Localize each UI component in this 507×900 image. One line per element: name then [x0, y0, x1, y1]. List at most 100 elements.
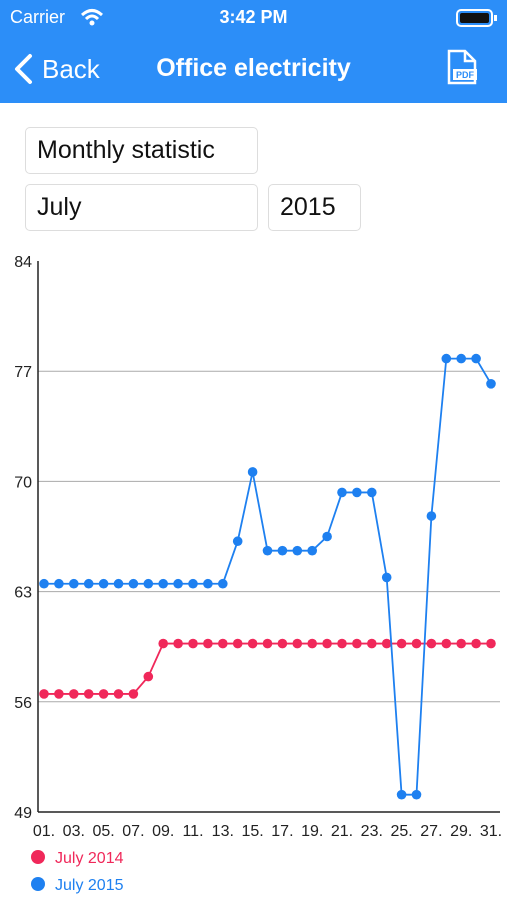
data-point	[247, 638, 258, 649]
data-point	[307, 545, 318, 556]
chevron	[15, 54, 32, 84]
data-point	[396, 638, 407, 649]
data-point	[203, 578, 213, 589]
y-tick-label: 70	[14, 474, 32, 491]
carrier: Carrier	[10, 7, 66, 27]
y-tick-label: 84	[14, 254, 32, 271]
data-point	[292, 638, 303, 649]
data-point	[352, 638, 362, 649]
data-point	[39, 578, 49, 589]
data-point	[262, 638, 273, 649]
data-point	[218, 578, 228, 589]
pdf-button[interactable]: PDF	[446, 49, 478, 85]
data-point	[54, 578, 64, 589]
data-point	[247, 467, 258, 477]
data-point	[232, 638, 243, 649]
x-tick-label: 07.	[122, 823, 144, 840]
data-point	[218, 638, 228, 649]
data-point	[471, 638, 481, 649]
data-point	[411, 789, 422, 800]
data-point	[203, 638, 213, 649]
data-point	[367, 638, 377, 649]
data-point	[158, 638, 168, 649]
data-point	[486, 378, 496, 389]
data-point	[83, 689, 94, 699]
nav-bar: Carrier 3:42 PM Back Office electricity …	[0, 0, 507, 103]
data-point	[277, 545, 288, 556]
x-tick-label: 05.	[92, 823, 114, 840]
data-point	[98, 689, 109, 699]
x-tick-label: 19.	[301, 823, 323, 840]
data-point	[441, 638, 452, 649]
x-tick-label: 21.	[331, 823, 353, 840]
data-point	[39, 689, 49, 699]
data-point	[367, 487, 377, 498]
data-point	[188, 578, 198, 589]
data-point	[188, 638, 198, 649]
x-tick-label: 31.	[480, 823, 502, 840]
data-point	[69, 689, 79, 699]
data-point	[322, 531, 332, 542]
data-point	[352, 487, 362, 498]
data-point	[98, 578, 109, 589]
y-tick-label: 63	[14, 585, 32, 602]
nav-title: Office electricity	[156, 54, 351, 82]
month-field[interactable]: July	[25, 184, 258, 231]
legend-marker	[31, 877, 45, 891]
data-point	[441, 353, 452, 364]
legend-marker	[31, 850, 45, 864]
data-point	[113, 689, 124, 699]
y-tick-label: 56	[14, 695, 32, 712]
data-point	[173, 638, 183, 649]
data-point	[307, 638, 318, 649]
x-tick-label: 29.	[450, 823, 472, 840]
x-tick-label: 23.	[361, 823, 383, 840]
x-tick-label: 25.	[390, 823, 412, 840]
data-point	[128, 578, 139, 589]
x-tick-label: 11.	[182, 823, 203, 840]
period-field[interactable]: Monthly statistic	[25, 127, 258, 174]
data-point	[456, 638, 467, 649]
x-tick-label: 15.	[241, 823, 263, 840]
data-point	[456, 353, 467, 364]
legend-label: July 2014	[55, 850, 124, 867]
x-tick-label: 27.	[420, 823, 442, 840]
data-point	[262, 545, 273, 556]
data-point	[143, 578, 154, 589]
data-point	[277, 638, 288, 649]
back-label: Back	[42, 53, 100, 84]
data-point	[426, 511, 437, 521]
data-point	[381, 572, 392, 583]
y-tick-label: 49	[14, 805, 32, 822]
series-line	[44, 357, 492, 796]
year-field[interactable]: 2015	[268, 184, 361, 231]
wifi-icon	[80, 9, 104, 26]
data-point	[411, 638, 422, 649]
x-tick-label: 13.	[212, 823, 234, 840]
data-point	[381, 638, 392, 649]
data-point	[337, 638, 347, 649]
x-tick-label: 09.	[152, 823, 174, 840]
x-tick-label: 03.	[63, 823, 85, 840]
data-point	[113, 578, 124, 589]
x-tick-label: 01.	[33, 823, 55, 840]
data-point	[471, 353, 481, 364]
data-point	[396, 789, 407, 800]
legend-label: July 2015	[55, 877, 124, 894]
data-point	[486, 638, 496, 649]
pdf-label: PDF	[456, 70, 475, 80]
data-point	[69, 578, 79, 589]
battery-icon	[456, 9, 497, 27]
data-point	[337, 487, 347, 498]
y-tick-label: 77	[14, 364, 32, 381]
data-point	[143, 671, 154, 682]
data-point	[158, 578, 168, 589]
chart: 49 56 63 70 77 84 01. 03. 05. 07. 09. 11. 13. 15. 17. 1…	[14, 254, 502, 894]
data-point	[232, 536, 243, 547]
data-point	[173, 578, 183, 589]
clock: 3:42 PM	[219, 7, 288, 27]
data-point	[54, 689, 64, 699]
back-button[interactable]: Back	[12, 52, 100, 86]
data-point	[292, 545, 303, 556]
